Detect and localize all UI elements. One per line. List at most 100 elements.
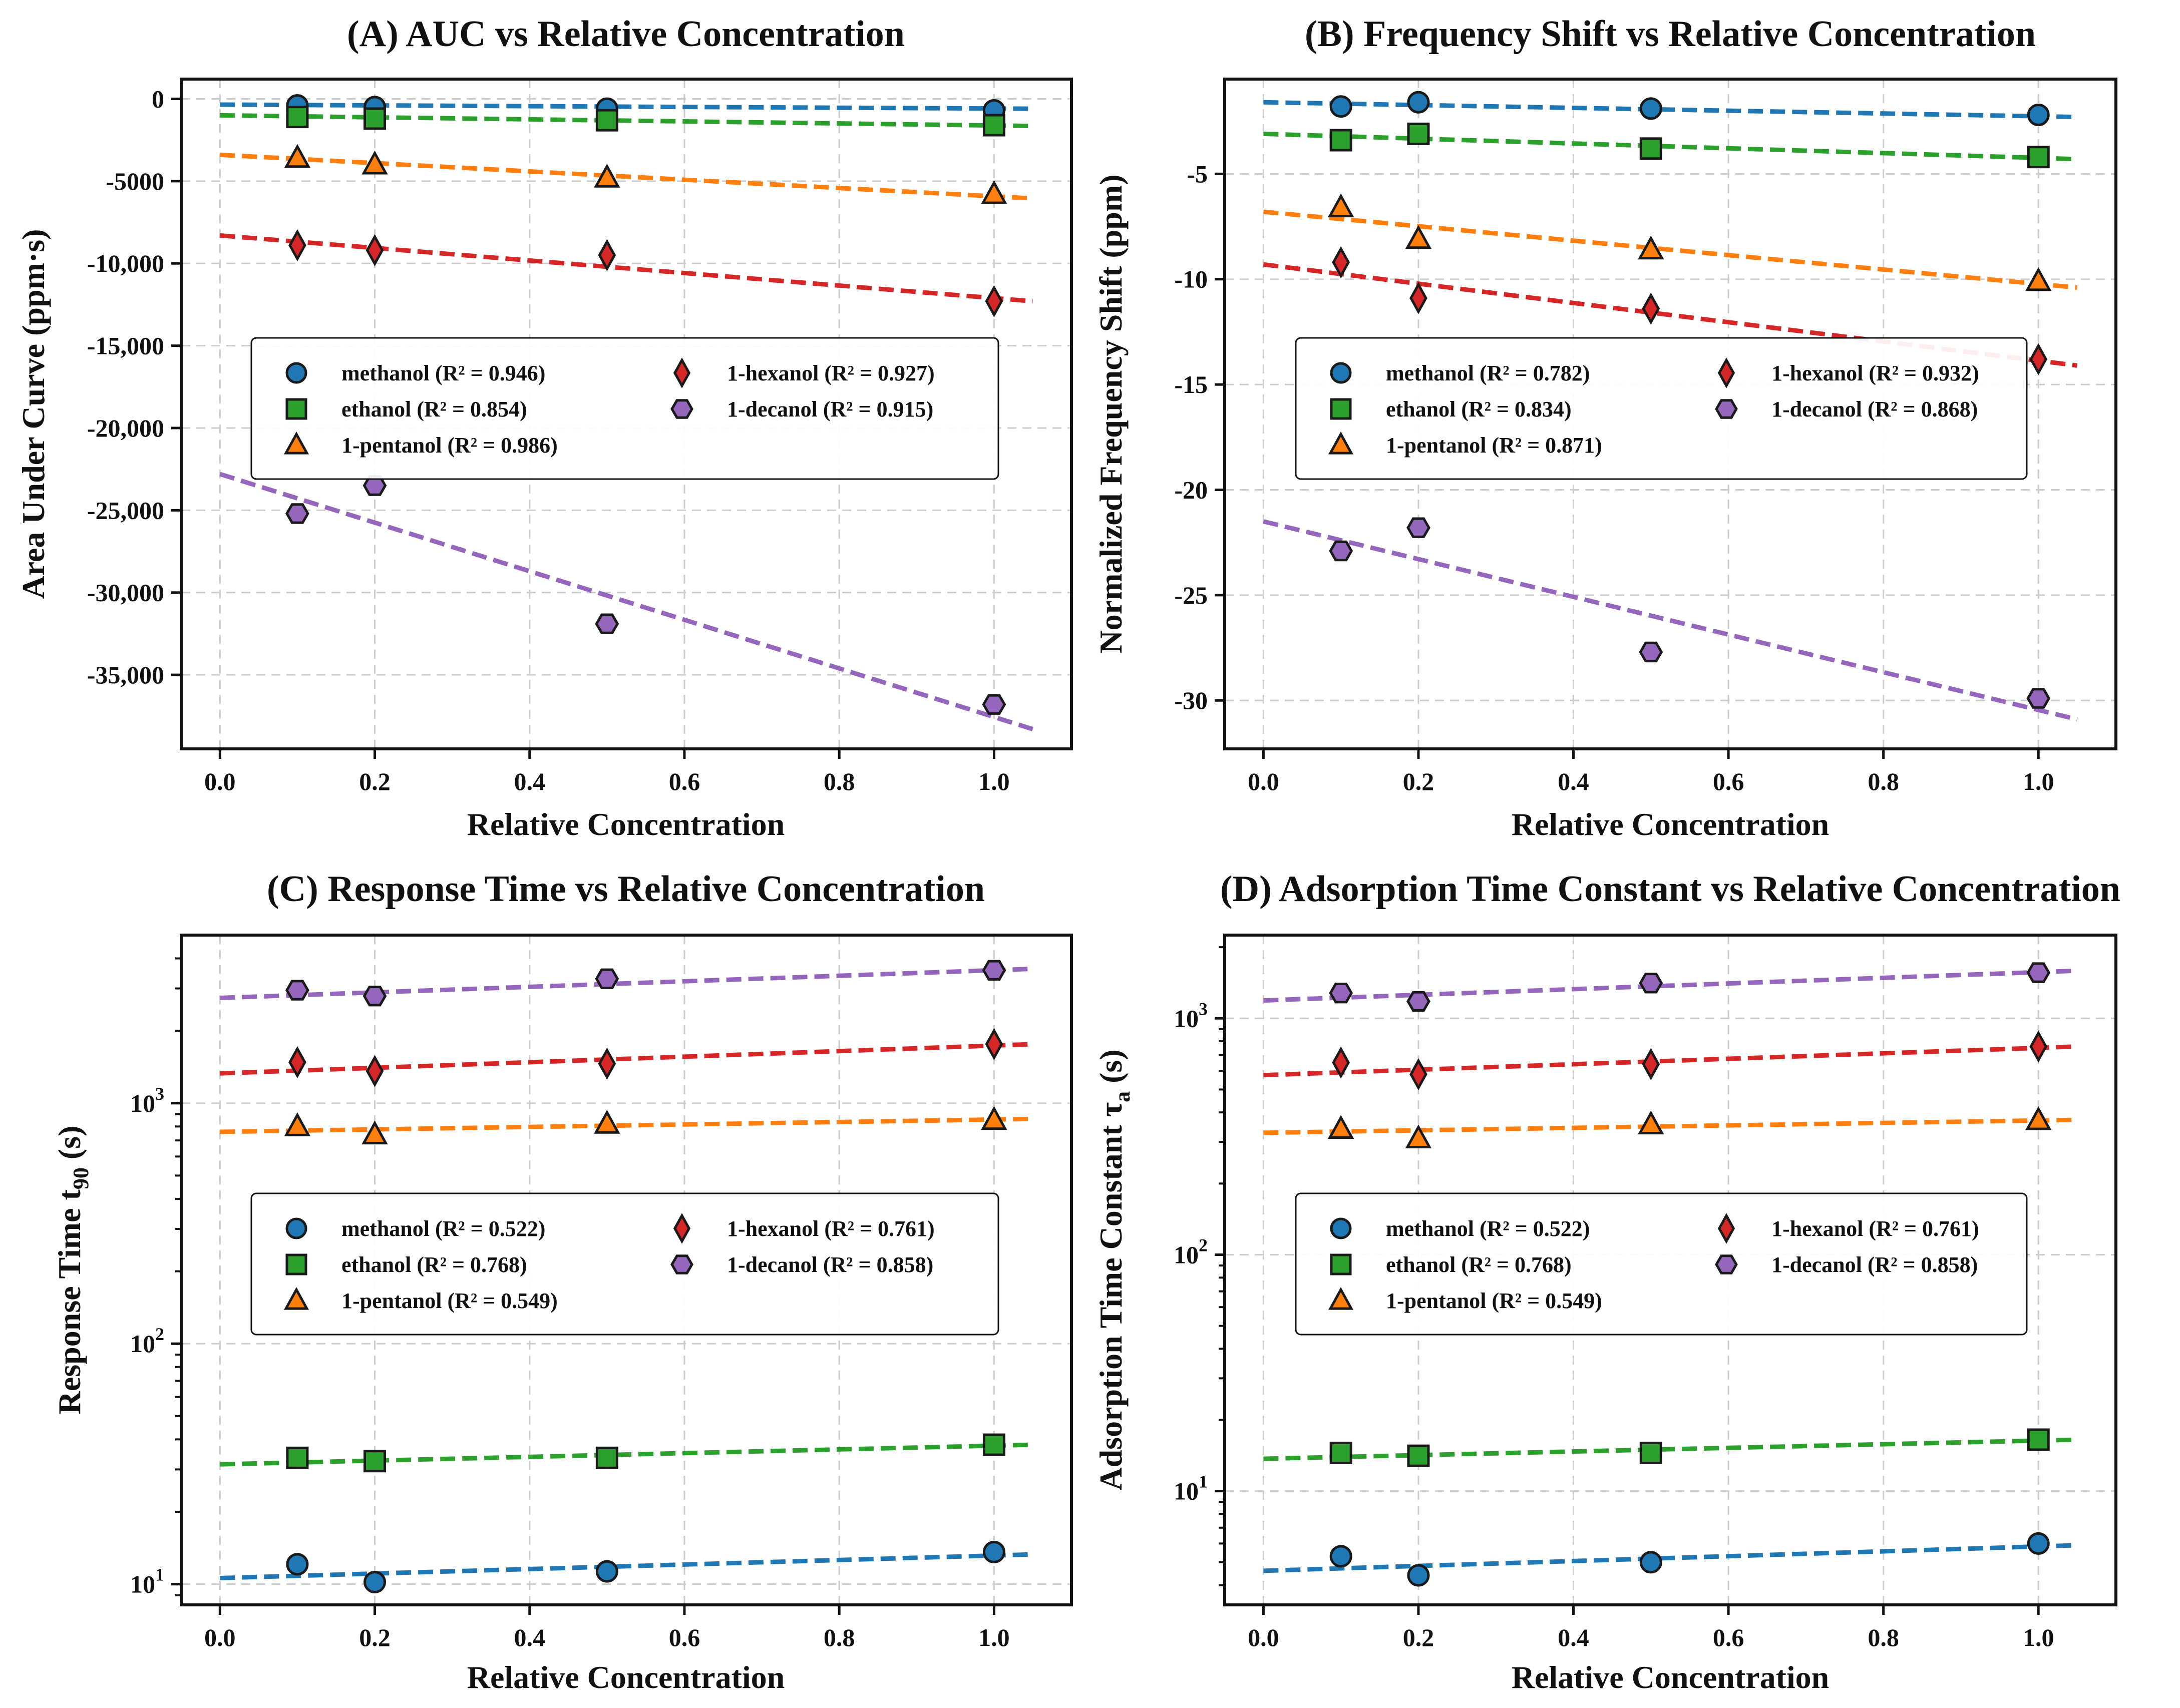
data-point-1-decanol	[1329, 983, 1353, 1004]
legend-label-ethanol: ethanol (R² = 0.854)	[341, 397, 527, 421]
legend-label-1-pentanol: 1-pentanol (R² = 0.549)	[1386, 1289, 1602, 1313]
series-1-decanol	[219, 472, 1034, 731]
y-axis-label: Adsorption Time Constant τa (s)	[1093, 1049, 1135, 1490]
x-axis-label: Relative Concentration	[1512, 1659, 1830, 1695]
y-tick-label: 103	[130, 1084, 164, 1117]
data-point-1-pentanol	[1327, 1115, 1354, 1139]
data-point-ethanol	[1639, 137, 1662, 160]
data-point-ethanol	[286, 1446, 309, 1469]
fit-line-methanol	[220, 1552, 1033, 1580]
x-tick-label: 0.2	[359, 1623, 391, 1651]
legend-marker-1-pentanol	[283, 431, 309, 455]
x-axis-label: Relative Concentration	[467, 806, 785, 842]
y-tick-label: 103	[1174, 999, 1208, 1032]
series-1-pentanol	[220, 1106, 1033, 1145]
y-tick-label: -5	[1187, 160, 1208, 188]
series-methanol	[1263, 1532, 2077, 1587]
data-point-1-hexanol	[1642, 1048, 1660, 1080]
y-tick-label: -25	[1174, 581, 1208, 609]
legend-box	[250, 337, 999, 480]
data-point-methanol	[2027, 1532, 2050, 1555]
data-point-1-hexanol	[1409, 282, 1427, 314]
data-point-1-hexanol	[1409, 1058, 1427, 1091]
y-tick-label: -15	[1174, 370, 1208, 398]
legend-label-1-decanol: 1-decanol (R² = 0.858)	[1771, 1252, 1978, 1277]
y-tick-exponent: 2	[155, 1324, 164, 1344]
panel-title: (A) AUC vs Relative Concentration	[347, 14, 905, 55]
y-tick-label: -20	[1174, 476, 1208, 504]
data-point-1-pentanol	[284, 1112, 311, 1136]
legend-marker-1-pentanol	[1328, 431, 1354, 455]
data-point-1-hexanol	[985, 285, 1003, 317]
legend-marker-1-pentanol	[1328, 1287, 1354, 1310]
legend-marker-1-decanol	[670, 1254, 693, 1274]
y-tick-label: 0	[152, 85, 164, 113]
data-point-1-decanol	[285, 980, 309, 1001]
data-point-1-pentanol	[981, 1106, 1007, 1130]
legend-label-methanol: methanol (R² = 0.782)	[1386, 361, 1590, 385]
legend-marker-ethanol	[285, 398, 307, 420]
plot-frame	[1223, 78, 2117, 750]
fit-line-1-pentanol	[1263, 1117, 2077, 1135]
series-1-hexanol	[219, 229, 1033, 317]
y-axis-label-main: Adsorption Time Constant τ	[1093, 1102, 1129, 1491]
legend-label-methanol: methanol (R² = 0.946)	[341, 361, 545, 385]
y-tick-label: 102	[130, 1324, 164, 1358]
legend: methanol (R² = 0.946) ethanol (R² = 0.854…	[250, 337, 999, 480]
legend-label-ethanol: ethanol (R² = 0.834)	[1386, 397, 1572, 421]
y-tick-exponent: 1	[155, 1565, 164, 1585]
fit-line-ethanol	[1263, 1437, 2077, 1461]
data-point-methanol	[982, 1540, 1005, 1563]
x-tick-label: 1.0	[978, 1623, 1010, 1651]
data-point-1-decanol	[1639, 973, 1663, 994]
legend-label-1-hexanol: 1-hexanol (R² = 0.927)	[727, 361, 935, 385]
data-point-ethanol	[1407, 1444, 1430, 1467]
legend-marker-methanol	[1330, 362, 1352, 384]
series-methanol	[220, 1540, 1033, 1593]
y-tick-exponent: 3	[155, 1084, 164, 1104]
y-tick-label: -10,000	[87, 249, 164, 277]
legend-marker-methanol	[285, 1217, 307, 1239]
y-tick-label: -15,000	[87, 332, 164, 360]
panel-D: 0.0 0.2 0.4 0.6 0.8 1.0 101 102 103 (D) Adsorptio…	[1093, 869, 2120, 1695]
fit-line-1-decanol	[1263, 968, 2077, 1003]
data-point-1-pentanol	[1405, 225, 1432, 249]
legend-label-1-decanol: 1-decanol (R² = 0.915)	[727, 397, 933, 421]
series-1-pentanol	[1263, 1106, 2077, 1148]
data-point-ethanol	[1329, 1441, 1352, 1464]
data-point-1-pentanol	[361, 150, 388, 175]
legend-marker-ethanol	[285, 1253, 307, 1275]
series-ethanol	[1263, 122, 2077, 169]
data-point-1-hexanol	[288, 1046, 306, 1079]
panel-title: (B) Frequency Shift vs Relative Concentr…	[1305, 14, 2036, 55]
data-point-1-pentanol	[1327, 193, 1354, 218]
legend-marker-1-hexanol	[1717, 357, 1735, 388]
series-ethanol	[220, 106, 1033, 137]
y-axis-label: Response Time t90 (s)	[52, 1126, 93, 1415]
fit-line-1-decanol	[219, 472, 1034, 731]
y-tick-label: 101	[130, 1565, 164, 1598]
data-point-ethanol	[595, 109, 618, 132]
fit-line-ethanol	[1263, 131, 2077, 162]
x-tick-label: 0.8	[824, 767, 855, 795]
legend-label-1-hexanol: 1-hexanol (R² = 0.761)	[727, 1216, 935, 1241]
legend-marker-1-decanol	[1715, 399, 1738, 419]
data-point-1-decanol	[982, 694, 1006, 715]
data-point-methanol	[595, 1560, 618, 1583]
fit-line-1-pentanol	[220, 1116, 1033, 1134]
data-point-ethanol	[982, 1433, 1005, 1456]
legend-label-ethanol: ethanol (R² = 0.768)	[341, 1252, 527, 1277]
data-point-1-hexanol	[598, 1047, 616, 1080]
data-point-ethanol	[286, 106, 309, 129]
data-point-1-decanol	[595, 613, 619, 634]
series-1-decanol	[1263, 517, 2078, 722]
data-point-methanol	[1329, 95, 1352, 118]
y-axis-label-main: Response Time t	[52, 1189, 87, 1414]
data-point-1-decanol	[595, 968, 619, 989]
fit-line-1-hexanol	[219, 233, 1033, 304]
legend-marker-1-hexanol	[1717, 1213, 1735, 1244]
legend-label-1-decanol: 1-decanol (R² = 0.858)	[727, 1252, 933, 1277]
data-point-1-hexanol	[1642, 292, 1660, 325]
legend-label-1-hexanol: 1-hexanol (R² = 0.761)	[1771, 1216, 1979, 1241]
